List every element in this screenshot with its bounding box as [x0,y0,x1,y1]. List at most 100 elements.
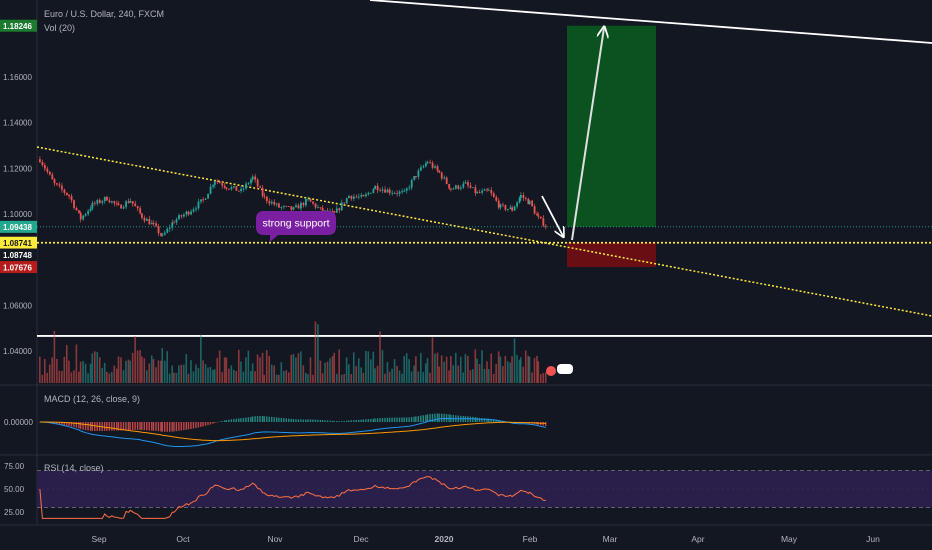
macd-histogram-bar [391,417,393,422]
candle [443,177,446,179]
volume-bar [434,353,436,383]
candle [345,198,348,204]
candle [152,222,155,224]
volume-bar [379,331,381,383]
volume-bar [502,366,504,383]
macd-histogram-bar [180,422,183,431]
macd-histogram-bar [365,419,367,422]
candle [213,181,216,185]
volume-bar [237,349,240,383]
macd-histogram-bar [283,418,285,422]
volume-bar [403,355,405,383]
volume-bar [180,364,183,383]
volume-bar [148,363,151,383]
macd-histogram-bar [117,422,120,431]
candle [78,210,80,213]
x-tick-label: Dec [353,534,369,544]
candle [48,171,51,175]
macd-histogram-bar [238,418,240,422]
volume-label: Vol (20) [44,23,76,33]
macd-histogram-bar [486,418,488,422]
volume-bar [357,358,360,383]
volume-bar [528,356,531,383]
macd-histogram-bar [111,422,113,431]
macd-histogram-bar [230,419,233,422]
candle [424,163,427,167]
candle [46,168,49,172]
candle [171,222,174,228]
candle [403,190,406,192]
macd-histogram-bar [261,416,264,422]
macd-histogram-bar [340,420,343,422]
candle [117,203,120,205]
candle [357,196,360,198]
volume-bar [145,370,148,383]
candle [295,205,297,208]
macd-histogram-bar [467,416,469,422]
macd-histogram-bar [545,422,547,427]
candle [125,201,127,208]
volume-bar [125,360,127,383]
volume-bar [408,359,410,383]
candle [319,207,322,209]
candle [504,205,507,210]
support-callout-text: strong support [262,218,329,230]
price-label-box [0,19,37,32]
volume-bar [115,368,118,383]
candle [101,201,104,203]
macd-histogram-bar [481,418,483,422]
candle [340,202,343,211]
candle [259,186,262,188]
candle [287,206,290,207]
x-tick-label: Apr [691,534,704,544]
price-label-box [0,261,37,274]
macd-histogram-bar [94,422,96,431]
candle [113,201,116,204]
volume-bar [225,357,228,383]
volume-bar [265,350,268,383]
macd-histogram-bar [143,422,146,431]
candle [398,191,401,194]
candle [136,206,139,209]
candle [139,208,142,214]
macd-histogram-bar [271,416,273,422]
candle [531,200,534,207]
macd-histogram-bar [490,418,492,422]
candle [483,189,486,191]
candle [533,206,536,214]
candle [73,200,75,208]
upper-trendline [369,0,932,44]
volume-bar [233,369,235,383]
price-label: 1.18246 [3,22,32,31]
volume-bar [335,373,338,383]
volume-bar [160,360,162,383]
candle [225,187,228,189]
candle [51,174,54,180]
volume-bar [78,371,80,383]
candle [218,181,221,184]
rsi-label: RSI (14, close) [44,463,104,473]
candle [268,201,271,204]
macd-histogram-bar [185,422,187,430]
volume-bar [314,321,317,383]
volume-bar [305,372,307,383]
volume-bar [386,361,389,383]
rsi-tick-label: 50.00 [4,485,25,494]
volume-bar [178,365,180,383]
macd-histogram-bar [273,417,275,422]
volume-bar [331,356,334,383]
candle [438,170,441,173]
volume-bar [228,368,230,383]
candle [254,176,257,180]
volume-bar [43,358,46,383]
volume-bar [524,350,527,383]
volume-bar [195,364,197,383]
candle [297,205,300,209]
volume-bar [478,364,481,383]
candle [106,196,108,201]
volume-bar [68,360,70,383]
macd-histogram-bar [235,418,237,422]
volume-bar [516,354,518,383]
volume-bar [183,364,185,383]
